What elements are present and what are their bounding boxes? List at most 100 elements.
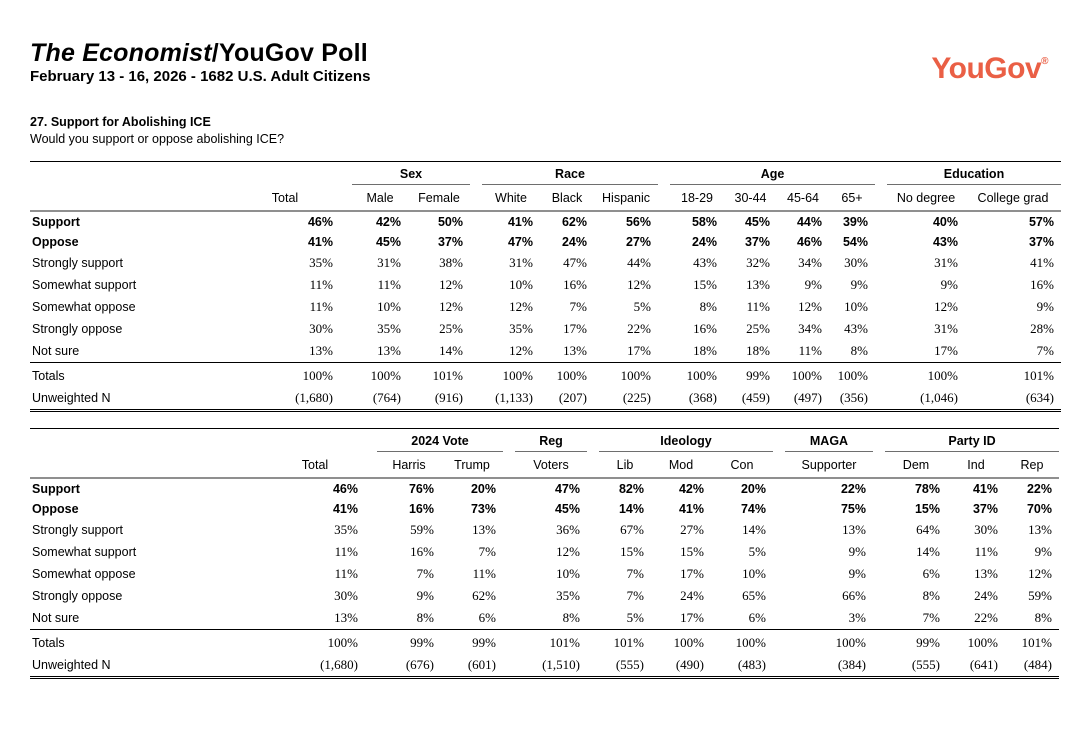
table-cell: 59% [1028,588,1052,603]
table-row: Somewhat support 11% 16% 7% 12% 15% 15% 5% 9% 14%… [30,541,1059,563]
corner-cell [30,451,265,479]
table-cell: 100% [651,629,711,654]
table-cell: 8% [850,343,868,358]
table-cell: 13% [563,343,587,358]
column-spacer [365,629,377,654]
column-spacer [470,296,482,318]
table-cell: 100% [947,629,1005,654]
table-cell: 12% [556,544,580,559]
table-cell: 22% [974,610,998,625]
table-cell: (483) [737,657,766,672]
table-cell: 35% [556,588,580,603]
table-cell: 101% [515,629,587,654]
table-cell: 10% [742,566,766,581]
table-cell: 43% [693,255,717,270]
table-cell: 13% [974,566,998,581]
table-cell: 47% [554,482,580,496]
group-header: Reg [515,428,587,452]
column-spacer [875,252,887,274]
column-spacer [503,607,515,630]
table-cell: 7% [416,566,434,581]
unweighted-n-row: Unweighted N (1,680) (764) (916) (1,133) (207… [30,387,1061,411]
totals-row: Totals 100% 99% 99% 101% 101% 100% 100% 100% 99% 1… [30,629,1059,654]
table-cell: 100% [829,362,875,387]
table-row: Not sure 13% 8% 6% 8% 5% 17% 6% 3% 7% 22% 8% [30,607,1059,630]
table-cell: 6% [922,566,940,581]
table-cell: 38% [439,255,463,270]
table-cell: 99% [885,629,947,654]
table-cell: 9% [848,544,866,559]
column-spacer [873,563,885,585]
row-label: Not sure [32,344,80,358]
table-cell: 9% [848,566,866,581]
table-cell: 16% [408,502,434,516]
column-spacer [875,211,887,232]
table-cell: (1,680) [320,657,358,672]
table-cell: 42% [375,215,401,229]
table-cell: 13% [377,343,401,358]
table-cell: 13% [472,522,496,537]
column-header-row: Total Harris Trump Voters Lib Mod Con Supporter… [30,451,1059,479]
table-cell: 14% [618,502,644,516]
table-cell: (555) [911,657,940,672]
column-header: Rep [1005,451,1059,479]
table-cell: 11% [309,277,333,292]
row-label: Support [32,215,80,229]
table-row: Not sure 13% 13% 14% 12% 13% 17% 18% 18% 11% 8% 17%… [30,340,1061,363]
column-spacer [503,541,515,563]
table-cell: 101% [408,362,470,387]
column-spacer [773,607,785,630]
table-cell: 12% [934,299,958,314]
table-cell: 24% [974,588,998,603]
table-row: Strongly oppose 30% 9% 62% 35% 7% 24% 65% 66% 8% 2… [30,585,1059,607]
column-spacer [658,252,670,274]
table-cell: 13% [842,522,866,537]
table-cell: 41% [307,235,333,249]
column-header: No degree [887,184,965,212]
table-cell: 13% [334,610,358,625]
table-cell: 22% [1026,482,1052,496]
table-cell: 100% [777,362,829,387]
table-cell: 9% [940,277,958,292]
table-cell: 35% [509,321,533,336]
column-header: Voters [515,451,587,479]
group-header: Sex [352,161,470,185]
column-spacer [873,585,885,607]
table-cell: 40% [932,215,958,229]
table-cell: (459) [741,390,770,405]
group-header: 2024 Vote [377,428,503,452]
table-cell: 100% [594,362,658,387]
column-header: Hispanic [594,184,658,212]
row-label: Unweighted N [32,658,111,672]
column-header: Trump [441,451,503,479]
table-cell: 22% [840,482,866,496]
table-cell: (356) [839,390,868,405]
column-spacer [773,429,785,452]
table-cell: 67% [620,522,644,537]
table-cell: 11% [334,544,358,559]
table-cell: 47% [507,235,533,249]
column-header-row: Total Male Female White Black Hispanic 18-29 30… [30,184,1061,212]
poll-dates-subtitle: February 13 - 16, 2026 - 1682 U.S. Adult… [30,68,371,85]
column-header: 45-64 [777,184,829,212]
column-spacer [503,654,515,678]
column-spacer [503,519,515,541]
table-cell: 66% [842,588,866,603]
column-spacer [340,274,352,296]
table-cell: 100% [230,362,340,387]
table-cell: 17% [934,343,958,358]
question-text: Would you support or oppose abolishing I… [30,132,285,146]
table-cell: 5% [633,299,651,314]
column-spacer [875,184,887,212]
table-cell: 58% [691,215,717,229]
table-cell: 37% [972,502,998,516]
table-cell: 14% [916,544,940,559]
table-cell: 20% [740,482,766,496]
table-cell: 99% [377,629,441,654]
row-label: Strongly support [32,523,124,537]
group-header-row: 2024 Vote Reg Ideology MAGA Party ID [30,428,1059,452]
column-header: Dem [885,451,947,479]
table-cell: 37% [437,235,463,249]
table-cell: 9% [850,277,868,292]
table-cell: 11% [798,343,822,358]
